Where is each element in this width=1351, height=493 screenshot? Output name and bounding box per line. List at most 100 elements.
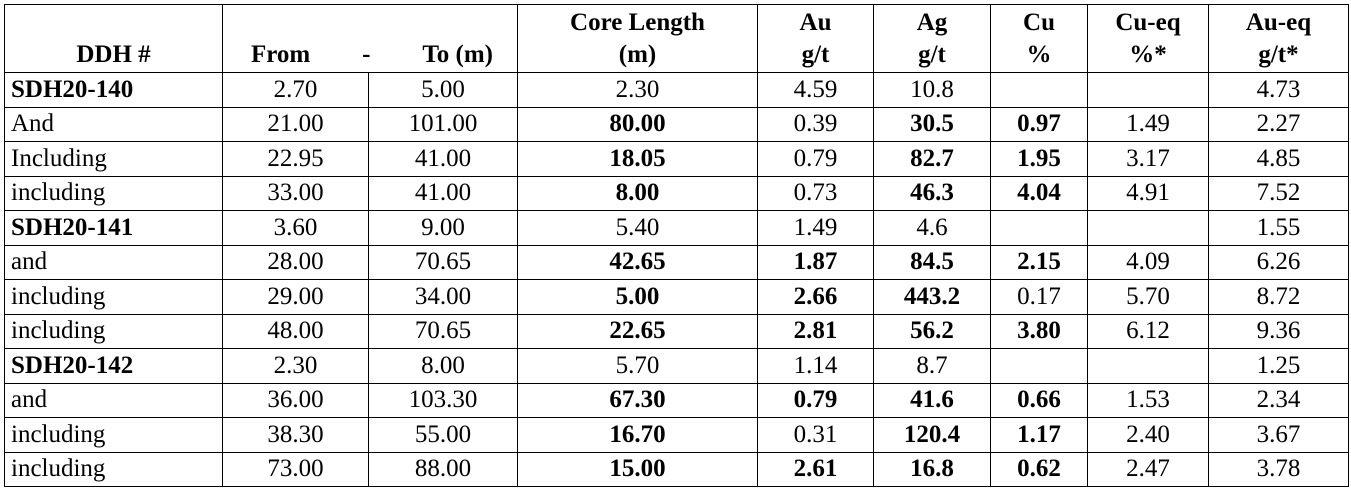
table-cell: 6.12: [1087, 313, 1209, 349]
table-body: SDH20-140 2.70 5.00 2.30 4.59 10.8 4.73 And 21.0…: [4, 72, 1349, 487]
table-cell: 41.00: [368, 141, 518, 177]
table-cell: 3.78: [1208, 451, 1349, 487]
table-cell: SDH20-142: [4, 348, 223, 384]
table-row: including 38.30 55.00 16.70 0.31 120.4 1.17 2.4…: [4, 417, 1349, 453]
header-text: Core Length: [570, 9, 705, 36]
table-cell: 1.14: [757, 348, 874, 384]
table-cell: 4.6: [873, 210, 991, 246]
table-cell: 4.59: [757, 72, 874, 108]
table-cell: 28.00: [222, 244, 369, 280]
table-cell: 70.65: [368, 244, 518, 280]
table-cell: 0.62: [990, 451, 1088, 487]
table-cell: 0.79: [757, 141, 874, 177]
table-cell: 103.30: [368, 382, 518, 418]
table-cell: including: [4, 175, 223, 211]
table-cell: 0.79: [757, 382, 874, 418]
table-cell: 1.87: [757, 244, 874, 280]
table-row: and 36.00 103.30 67.30 0.79 41.6 0.66 1.53 2.34: [4, 382, 1349, 418]
header-text: Cu-eq: [1115, 9, 1181, 36]
header-text: Au: [799, 9, 832, 36]
table-cell: 2.27: [1208, 106, 1349, 142]
table-row: including 73.00 88.00 15.00 2.61 16.8 0.62 2.47…: [4, 451, 1349, 487]
table-cell: 80.00: [517, 106, 758, 142]
table-cell: 16.8: [873, 451, 991, 487]
header-cell: From - To (m): [222, 4, 518, 73]
header-text: To (m): [422, 41, 493, 68]
header-row: DDH # From - To (m) Core Length (m) Au g/t Ag g/t…: [4, 4, 1349, 73]
table-cell: 5.00: [368, 72, 518, 108]
table-cell: 9.36: [1208, 313, 1349, 349]
table-row: SDH20-141 3.60 9.00 5.40 1.49 4.6 1.55: [4, 210, 1349, 246]
table-cell: 4.91: [1087, 175, 1209, 211]
table-cell: 0.17: [990, 279, 1088, 315]
table-cell: 8.7: [873, 348, 991, 384]
header-cell: Au g/t: [757, 4, 874, 73]
table-cell: 0.73: [757, 175, 874, 211]
table-cell: 2.34: [1208, 382, 1349, 418]
header-text: %*: [1129, 41, 1167, 68]
header-text: (m): [618, 41, 657, 68]
table-cell: 120.4: [873, 417, 991, 453]
table-cell: 8.00: [368, 348, 518, 384]
table-cell: 22.95: [222, 141, 369, 177]
table-cell: 2.47: [1087, 451, 1209, 487]
table-cell: 4.85: [1208, 141, 1349, 177]
table-cell: 8.72: [1208, 279, 1349, 315]
table-cell: 1.49: [1087, 106, 1209, 142]
table-cell: 2.61: [757, 451, 874, 487]
table-cell: 38.30: [222, 417, 369, 453]
table-row: SDH20-142 2.30 8.00 5.70 1.14 8.7 1.25: [4, 348, 1349, 384]
table-cell: 1.55: [1208, 210, 1349, 246]
table-cell: [1087, 210, 1209, 246]
table-cell: 34.00: [368, 279, 518, 315]
table-cell: 21.00: [222, 106, 369, 142]
table-cell: 41.00: [368, 175, 518, 211]
table-cell: 9.00: [368, 210, 518, 246]
table-cell: and: [4, 382, 223, 418]
table-cell: 0.97: [990, 106, 1088, 142]
table-cell: 16.70: [517, 417, 758, 453]
table-cell: SDH20-140: [4, 72, 223, 108]
table-cell: 10.8: [873, 72, 991, 108]
table-cell: [1087, 72, 1209, 108]
table-cell: 70.65: [368, 313, 518, 349]
header-cell: Cu-eq %*: [1087, 4, 1209, 73]
table-row: including 33.00 41.00 8.00 0.73 46.3 4.04 4.91 7…: [4, 175, 1349, 211]
table-cell: 5.00: [517, 279, 758, 315]
table-cell: Including: [4, 141, 223, 177]
table-cell: 73.00: [222, 451, 369, 487]
table-row: including 29.00 34.00 5.00 2.66 443.2 0.17 5.70…: [4, 279, 1349, 315]
table-cell: 6.26: [1208, 244, 1349, 280]
table-cell: 18.05: [517, 141, 758, 177]
table-cell: [990, 348, 1088, 384]
table-cell: including: [4, 313, 223, 349]
header-text: From: [251, 41, 311, 68]
table-cell: 3.67: [1208, 417, 1349, 453]
table-header: DDH # From - To (m) Core Length (m) Au g/t Ag g/t…: [4, 4, 1349, 73]
header-text: Ag: [916, 9, 948, 36]
table-cell: 0.31: [757, 417, 874, 453]
header-text: Cu: [1023, 9, 1055, 36]
header-text: Au-eq: [1245, 9, 1312, 36]
table-cell: 0.39: [757, 106, 874, 142]
table-cell: 1.49: [757, 210, 874, 246]
table-cell: 4.04: [990, 175, 1088, 211]
table-cell: 46.3: [873, 175, 991, 211]
table-cell: 84.5: [873, 244, 991, 280]
table-row: and 28.00 70.65 42.65 1.87 84.5 2.15 4.09 6.26: [4, 244, 1349, 280]
table-cell: 88.00: [368, 451, 518, 487]
table-cell: 30.5: [873, 106, 991, 142]
table-row: including 48.00 70.65 22.65 2.81 56.2 3.80 6.12…: [4, 313, 1349, 349]
table-row: And 21.00 101.00 80.00 0.39 30.5 0.97 1.49 2.27: [4, 106, 1349, 142]
header-cell: Ag g/t: [873, 4, 991, 73]
table-cell: 8.00: [517, 175, 758, 211]
table-cell: 42.65: [517, 244, 758, 280]
table-cell: 2.81: [757, 313, 874, 349]
table-cell: 2.40: [1087, 417, 1209, 453]
table-cell: 2.15: [990, 244, 1088, 280]
table-cell: 0.66: [990, 382, 1088, 418]
table-cell: 4.73: [1208, 72, 1349, 108]
header-text: %: [1026, 41, 1052, 68]
header-text: -: [362, 41, 371, 68]
